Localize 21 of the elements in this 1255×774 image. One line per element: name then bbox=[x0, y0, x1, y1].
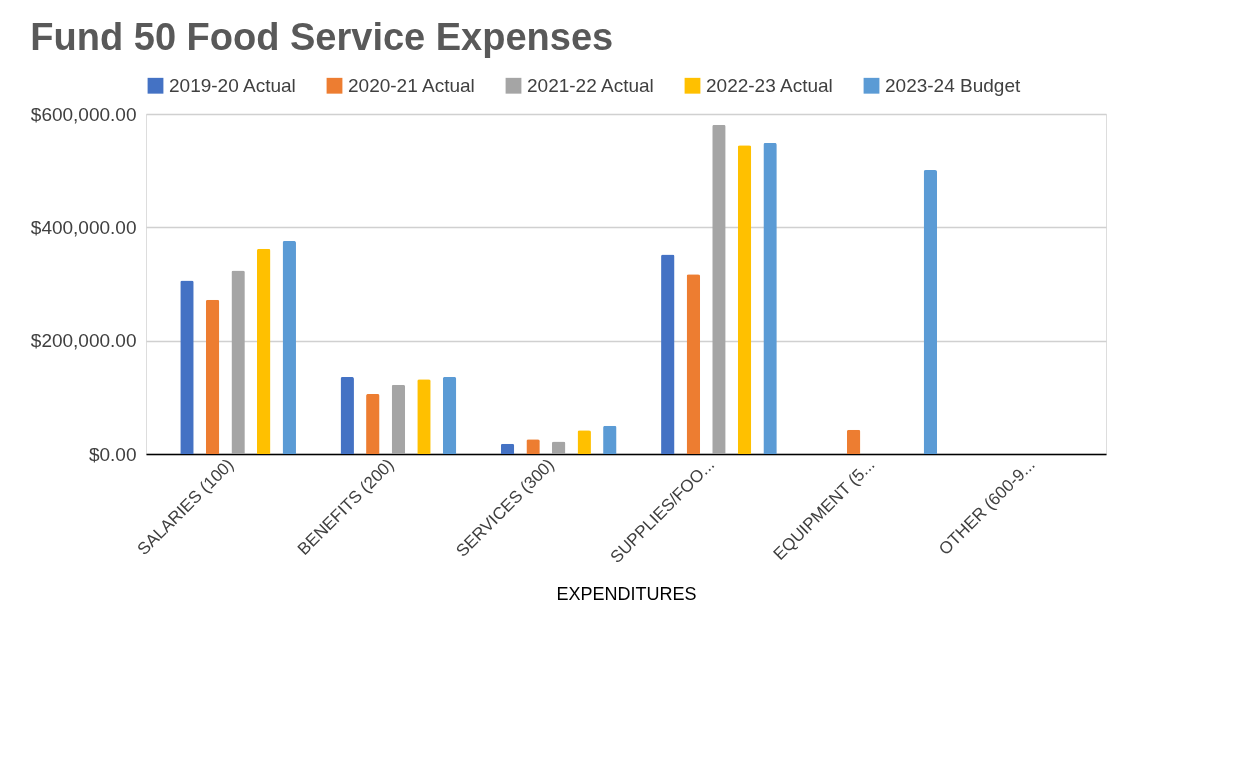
bar bbox=[500, 443, 515, 454]
legend-label: 2019-20 Actual bbox=[169, 74, 296, 96]
bar bbox=[256, 248, 271, 454]
chart-title: Fund 50 Food Service Expenses bbox=[30, 16, 614, 58]
legend-label: 2020-21 Actual bbox=[348, 74, 475, 96]
bar bbox=[205, 299, 220, 454]
bar bbox=[442, 376, 457, 454]
x-axis-title: EXPENDITURES bbox=[556, 584, 697, 605]
legend-label: 2023-24 Budget bbox=[885, 74, 1021, 96]
y-tick-label: $200,000.00 bbox=[30, 330, 137, 352]
legend-label: 2021-22 Actual bbox=[527, 74, 654, 96]
y-tick-label: $600,000.00 bbox=[30, 103, 137, 125]
bar bbox=[846, 429, 861, 454]
legend-label: 2022-23 Actual bbox=[706, 74, 833, 96]
y-tick-label: $0.00 bbox=[88, 443, 137, 465]
bar bbox=[737, 145, 752, 454]
y-tick-label: $400,000.00 bbox=[30, 216, 137, 238]
bar bbox=[391, 384, 406, 454]
bar bbox=[686, 274, 701, 454]
bar bbox=[551, 441, 566, 454]
bar bbox=[923, 170, 938, 454]
